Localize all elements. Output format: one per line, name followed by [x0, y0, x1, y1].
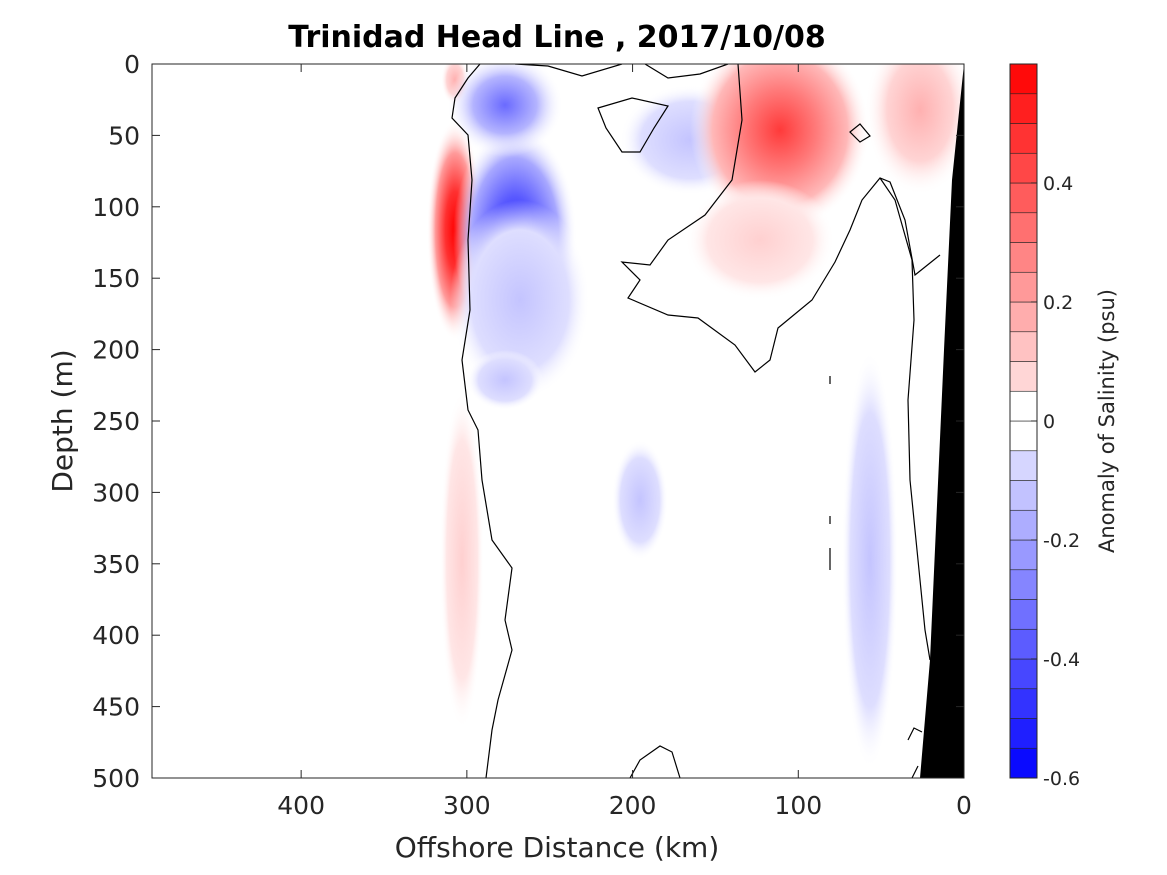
chart-title: Trinidad Head Line , 2017/10/08 — [288, 20, 825, 55]
contour-loop-bottom — [629, 745, 681, 778]
contour-line-surface-2 — [644, 64, 729, 79]
contour-fragment-bottom — [907, 727, 923, 741]
y-tick-label: 350 — [92, 550, 140, 579]
y-tick-label: 450 — [92, 693, 140, 722]
contour-fragment-bottom-2 — [911, 765, 919, 778]
x-axis: 400 300 200 100 0 — [277, 64, 972, 820]
colorbar-segment — [1009, 450, 1038, 481]
colorbar-segment — [1009, 242, 1038, 273]
x-tick-label: 0 — [956, 791, 972, 820]
anomaly-patch-negative-deep — [467, 350, 543, 410]
y-tick-label: 200 — [92, 336, 140, 365]
anomaly-patch-negative-mid — [612, 440, 668, 560]
colorbar-segment — [1009, 688, 1038, 719]
colorbar-segment — [1009, 628, 1038, 660]
contour-loop-small — [849, 123, 871, 143]
x-axis-label: Offshore Distance (km) — [395, 831, 720, 864]
y-tick-label: 400 — [92, 621, 140, 650]
y-tick-label: 0 — [124, 50, 140, 79]
colorbar-segment — [1009, 718, 1038, 749]
colorbar-tick-label: 0 — [1043, 411, 1055, 433]
y-tick-label: 100 — [92, 193, 140, 222]
y-tick-label: 500 — [92, 764, 140, 793]
zero-contour-lines — [451, 64, 941, 778]
colorbar-segment — [1009, 539, 1038, 571]
colorbar-tick-label: 0.2 — [1043, 292, 1073, 314]
y-axis: 0 50 100 150 200 250 300 350 400 450 500 — [92, 50, 964, 793]
anomaly-patch-negative-coastal-deep — [842, 350, 898, 770]
anomaly-patch-positive-deep — [440, 390, 484, 730]
colorbar-segment — [1009, 390, 1038, 422]
y-tick-label: 50 — [108, 121, 140, 150]
colorbar-tick-label: -0.2 — [1043, 530, 1080, 552]
colorbar-label: Anomaly of Salinity (psu) — [1095, 289, 1119, 553]
x-tick-label: 300 — [443, 791, 491, 820]
contour-line-offshore — [451, 64, 513, 778]
anomaly-patch-positive-coastal — [865, 64, 964, 195]
colorbar-segment — [1009, 658, 1038, 690]
colorbar-segment — [1009, 569, 1038, 600]
bathymetry-seafloor — [920, 64, 964, 778]
x-tick-label: 200 — [609, 791, 657, 820]
colorbar-ticks: -0.6 -0.4 -0.2 0 0.2 0.4 — [1031, 173, 1080, 790]
contour-line-inshore — [620, 64, 941, 373]
anomaly-patch-positive-subsurface — [685, 180, 835, 300]
colorbar-segment — [1009, 212, 1038, 243]
colorbar-segment — [1009, 63, 1038, 95]
colorbar-segment — [1009, 93, 1038, 124]
colorbar-tick-label: 0.4 — [1043, 173, 1073, 195]
colorbar-segment — [1009, 123, 1038, 154]
colorbar-segment — [1009, 420, 1038, 452]
colorbar-tick-label: -0.6 — [1043, 768, 1080, 790]
colorbar-segment — [1009, 152, 1038, 184]
contour-loop-upper — [597, 97, 669, 153]
y-tick-label: 300 — [92, 478, 140, 507]
colorbar-segment — [1009, 361, 1038, 392]
colorbar-segment — [1009, 747, 1038, 779]
colorbar-tick-label: -0.4 — [1043, 649, 1080, 671]
colorbar-segment — [1009, 301, 1038, 333]
colorbar-segment — [1009, 271, 1038, 303]
y-axis-label: Depth (m) — [46, 349, 79, 492]
x-tick-label: 100 — [774, 791, 822, 820]
x-tick-label: 400 — [277, 791, 325, 820]
y-tick-label: 150 — [92, 264, 140, 293]
contour-line-coastal — [879, 177, 931, 661]
y-tick-label: 250 — [92, 407, 140, 436]
colorbar-segment — [1009, 480, 1038, 511]
colorbar-segment — [1009, 182, 1038, 214]
colorbar-segment — [1009, 599, 1038, 630]
anomaly-patch-negative-fringe — [450, 200, 590, 400]
anomaly-patch-negative-upper — [447, 64, 563, 157]
colorbar-segment — [1009, 331, 1038, 362]
plot-area — [152, 64, 964, 778]
anomaly-field — [427, 64, 964, 770]
colorbar-segment — [1009, 509, 1038, 541]
contour-line-surface — [514, 64, 623, 77]
